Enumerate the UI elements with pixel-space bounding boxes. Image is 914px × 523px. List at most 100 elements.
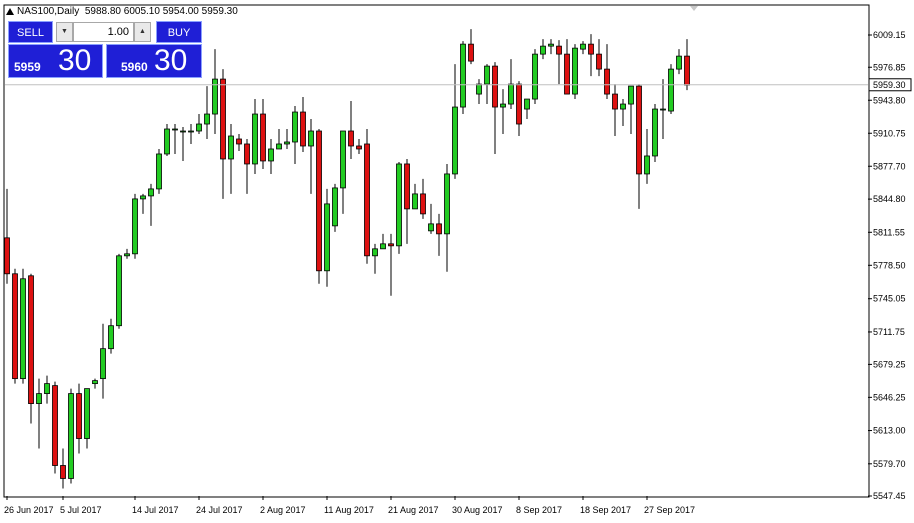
bull-candle-body bbox=[476, 83, 482, 95]
candle bbox=[668, 64, 674, 115]
y-axis: 6009.15 5976.85 5943.80 5910.75 5877.70 5844.… bbox=[868, 30, 906, 501]
candle bbox=[244, 138, 250, 194]
bull-candle-body bbox=[44, 383, 50, 395]
bull-candle-body bbox=[196, 123, 202, 132]
candle bbox=[188, 124, 194, 144]
candle bbox=[428, 203, 434, 234]
chevron-up-icon: ▲ bbox=[139, 28, 146, 35]
collapse-triangle-icon[interactable] bbox=[6, 8, 14, 15]
lot-increase-button[interactable]: ▲ bbox=[134, 22, 151, 42]
buy-button[interactable]: BUY bbox=[156, 21, 202, 43]
bull-candle-body bbox=[156, 153, 162, 190]
candle bbox=[660, 79, 666, 139]
candle bbox=[540, 39, 546, 60]
bull-candle-body bbox=[148, 188, 154, 197]
candles-group bbox=[4, 29, 690, 489]
bull-candle-body bbox=[620, 103, 626, 110]
candle bbox=[676, 49, 682, 75]
bear-candle-body bbox=[436, 223, 442, 235]
candle bbox=[212, 49, 218, 134]
y-tick-label: 5943.80 bbox=[873, 95, 906, 105]
lot-size-input[interactable]: 1.00 bbox=[73, 22, 134, 42]
y-tick-label: 5646.25 bbox=[873, 392, 906, 402]
bull-candle-body bbox=[652, 108, 658, 157]
bear-candle-body bbox=[76, 393, 82, 439]
chevron-down-icon: ▼ bbox=[61, 28, 68, 35]
bear-candle-body bbox=[564, 53, 570, 95]
open-value: 5988.80 bbox=[84, 6, 121, 17]
x-tick-label: 24 Jul 2017 bbox=[196, 505, 243, 515]
high-value: 6005.10 bbox=[123, 6, 160, 17]
candle bbox=[172, 124, 178, 154]
candle bbox=[236, 133, 242, 151]
x-tick-label: 21 Aug 2017 bbox=[388, 505, 439, 515]
bull-candle-body bbox=[172, 128, 178, 131]
candle bbox=[524, 98, 530, 120]
candle bbox=[572, 44, 578, 100]
y-tick-label: 5579.70 bbox=[873, 459, 906, 469]
candle bbox=[612, 84, 618, 136]
candle bbox=[508, 59, 514, 110]
y-tick-label: 5811.55 bbox=[873, 227, 905, 237]
bear-candle-body bbox=[28, 275, 34, 404]
bull-candle-body bbox=[140, 195, 146, 200]
x-tick-label: 14 Jul 2017 bbox=[132, 505, 179, 515]
candle bbox=[124, 248, 130, 259]
candle bbox=[268, 138, 274, 174]
bull-candle-body bbox=[572, 47, 578, 95]
candle bbox=[76, 383, 82, 454]
bull-candle-body bbox=[284, 141, 290, 145]
chart-shift-marker[interactable] bbox=[690, 6, 698, 11]
bull-candle-body bbox=[132, 198, 138, 255]
bear-candle-body bbox=[260, 113, 266, 162]
bear-candle-body bbox=[596, 53, 602, 70]
sell-button[interactable]: SELL bbox=[8, 21, 53, 43]
candle bbox=[100, 323, 106, 399]
candle bbox=[596, 39, 602, 77]
bull-candle-body bbox=[412, 193, 418, 210]
x-tick-label: 26 Jun 2017 bbox=[4, 505, 54, 515]
candle bbox=[580, 41, 586, 55]
candle bbox=[396, 161, 402, 254]
y-tick-label: 5976.85 bbox=[873, 62, 906, 72]
bull-candle-body bbox=[36, 393, 42, 404]
lot-decrease-button[interactable]: ▼ bbox=[56, 22, 73, 42]
bull-candle-body bbox=[188, 130, 194, 133]
candle bbox=[148, 183, 154, 226]
candle bbox=[516, 81, 522, 136]
bull-candle-body bbox=[380, 243, 386, 250]
candle bbox=[36, 378, 42, 449]
candle bbox=[4, 188, 10, 284]
current-price-box bbox=[868, 78, 912, 92]
candle bbox=[220, 69, 226, 199]
bear-candle-body bbox=[556, 45, 562, 55]
bull-candle-body bbox=[124, 253, 130, 257]
bull-candle-body bbox=[548, 43, 554, 47]
x-tick-label: 30 Aug 2017 bbox=[452, 505, 503, 515]
x-tick-label: 18 Sep 2017 bbox=[580, 505, 631, 515]
bear-candle-body bbox=[4, 237, 10, 275]
bear-candle-body bbox=[516, 83, 522, 125]
bull-candle-body bbox=[276, 143, 282, 150]
candle bbox=[180, 127, 186, 161]
bull-candle-body bbox=[540, 45, 546, 55]
candle bbox=[276, 129, 282, 150]
candle bbox=[52, 381, 58, 474]
ask-price-box[interactable]: 5960 30 bbox=[106, 44, 202, 78]
candle bbox=[420, 178, 426, 219]
bear-candle-body bbox=[300, 111, 306, 147]
bull-candle-body bbox=[308, 130, 314, 147]
bull-candle-body bbox=[508, 83, 514, 105]
candle bbox=[84, 388, 90, 449]
x-axis: 26 Jun 2017 5 Jul 2017 14 Jul 2017 24 Jul 2… bbox=[4, 496, 695, 515]
bull-candle-body bbox=[108, 325, 114, 350]
bull-candle-body bbox=[628, 85, 634, 105]
bid-price-prefix: 5959 bbox=[14, 60, 41, 74]
bid-price-box[interactable]: 5959 30 bbox=[8, 44, 103, 78]
candle bbox=[356, 138, 362, 154]
bull-candle-body bbox=[396, 163, 402, 247]
candle bbox=[316, 129, 322, 284]
candle bbox=[68, 388, 74, 484]
